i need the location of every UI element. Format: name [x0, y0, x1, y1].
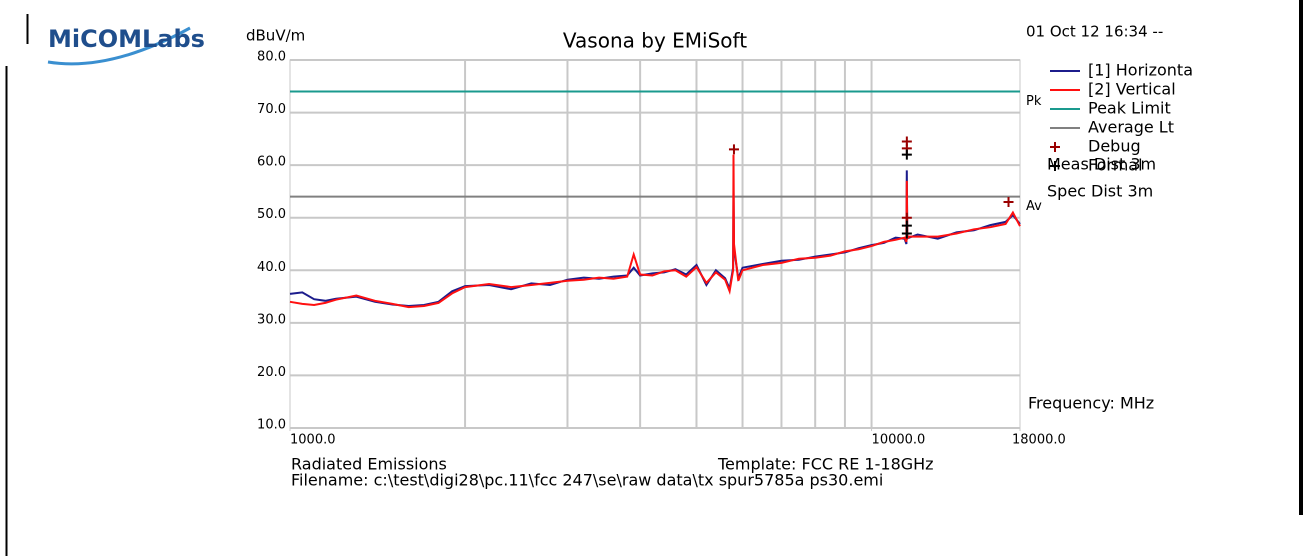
x-tick-label: 1000.0	[290, 433, 336, 448]
marker	[728, 144, 739, 155]
y-tick-label: 30.0	[257, 312, 286, 327]
x-tick-label: 10000.0	[872, 433, 926, 448]
legend-label: [1] Horizonta	[1088, 61, 1193, 80]
series-line	[289, 154, 1021, 309]
legend-label: Debug	[1088, 137, 1141, 156]
note: Spec Dist 3m	[1047, 182, 1153, 201]
legend-swatch	[1050, 161, 1060, 171]
marker	[1003, 196, 1014, 207]
y-tick-label: 20.0	[257, 365, 286, 380]
plot-area	[289, 59, 1021, 429]
y-tick-label: 40.0	[257, 260, 286, 275]
footer-text: Filename: c:\test\digi28\pc.11\fcc 247\s…	[291, 471, 883, 490]
y-tick-label: 10.0	[257, 418, 286, 433]
y-axis-label: dBuV/m	[246, 27, 305, 45]
y-tick-label: 80.0	[257, 50, 286, 65]
series-line	[289, 170, 1021, 308]
marker	[901, 149, 912, 160]
legend-label: Peak Limit	[1088, 99, 1171, 118]
y-tick-label: 50.0	[257, 207, 286, 222]
logo: MiCOMLabs	[48, 25, 205, 53]
limit-tag: Av	[1026, 199, 1042, 214]
x-axis-label: Frequency: MHz	[1028, 394, 1154, 413]
legend-label: Formal	[1088, 156, 1143, 175]
logo-swoosh	[47, 26, 191, 66]
legend-label: [2] Vertical	[1088, 80, 1176, 99]
x-tick-label: 18000.0	[1012, 433, 1066, 448]
limit-tag: Pk	[1026, 94, 1042, 109]
legend-label: Average Lt	[1088, 118, 1174, 137]
footer-text: Template: FCC RE 1-18GHz	[717, 455, 934, 474]
footer-text: Radiated Emissions	[291, 455, 447, 474]
y-tick-label: 60.0	[257, 155, 286, 170]
y-tick-label: 70.0	[257, 102, 286, 117]
chart-title: Vasona by EMiSoft	[563, 29, 747, 53]
note: Meas Dist 3m	[1047, 155, 1156, 174]
timestamp: 01 Oct 12 16:34 --	[1026, 23, 1163, 41]
marker	[901, 228, 912, 239]
legend-swatch	[1050, 142, 1060, 152]
